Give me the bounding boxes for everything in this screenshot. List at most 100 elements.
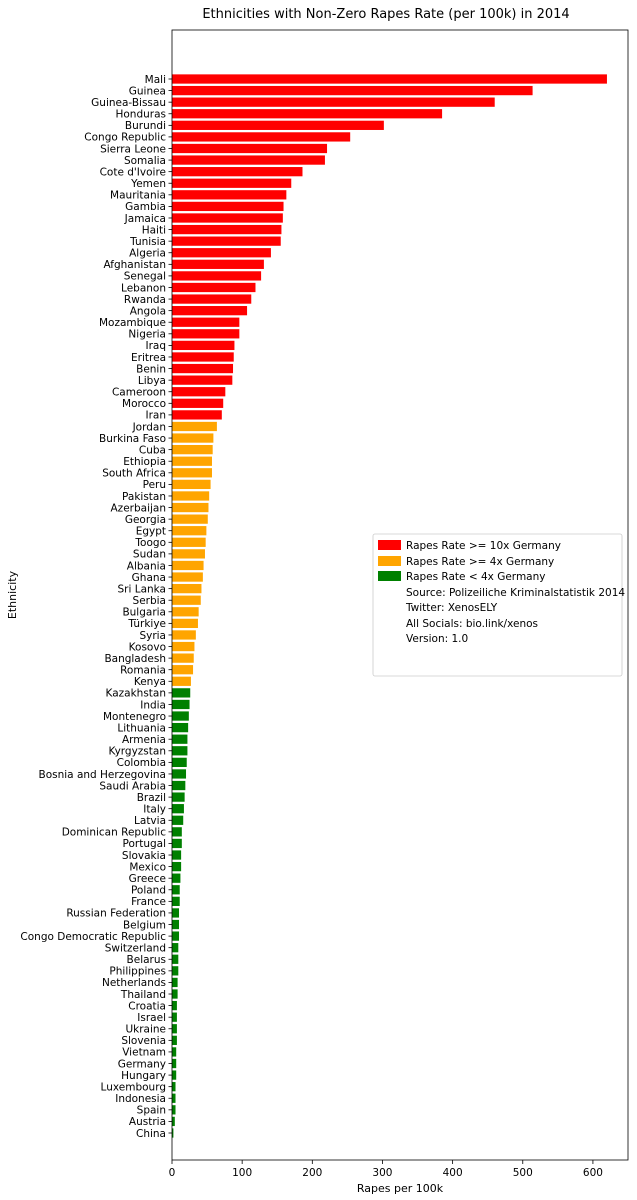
bar-burkina-faso — [172, 433, 214, 443]
category-label-sri-lanka: Sri Lanka — [117, 583, 166, 595]
bar-latvia — [172, 815, 184, 825]
category-label-congo-republic: Congo Republic — [84, 132, 166, 144]
category-label-mozambique: Mozambique — [99, 317, 166, 329]
bar-india — [172, 699, 190, 710]
bar-pakistan — [172, 491, 210, 501]
bar-croatia — [172, 1000, 177, 1011]
category-label-jamaica: Jamaica — [124, 213, 166, 225]
category-label-lebanon: Lebanon — [121, 282, 166, 294]
category-label-ethiopia: Ethiopia — [123, 456, 166, 468]
bar-kyrgyzstan — [172, 746, 188, 756]
bar-peru — [172, 479, 211, 490]
bar-lithuania — [172, 722, 189, 733]
chart-title: Ethnicities with Non-Zero Rapes Rate (pe… — [202, 7, 569, 22]
category-label-libya: Libya — [138, 375, 166, 387]
category-label-rwanda: Rwanda — [124, 294, 166, 306]
bar-mauritania — [172, 190, 287, 200]
category-label-spain: Spain — [137, 1105, 166, 1117]
bar-morocco — [172, 398, 224, 408]
legend-swatch-high — [378, 540, 401, 550]
bar-yemen — [172, 178, 292, 188]
bar-mexico — [172, 861, 182, 872]
bar-albania — [172, 560, 204, 571]
legend-note-twitter: Twitter: XenosELY — [405, 602, 498, 614]
legend: Rapes Rate >= 10x Germany Rapes Rate >= … — [372, 533, 625, 677]
category-label-colombia: Colombia — [117, 757, 166, 769]
category-label-israel: Israel — [137, 1012, 166, 1024]
bar-congo-republic — [172, 132, 351, 142]
category-label-cote-d-ivoire: Cote d'Ivoire — [100, 166, 166, 178]
category-label-bosnia-and-herzegovina: Bosnia and Herzegovina — [39, 769, 167, 781]
legend-label-high: Rapes Rate >= 10x Germany — [406, 540, 561, 552]
legend-swatch-mid — [378, 556, 401, 566]
category-label-burkina-faso: Burkina Faso — [99, 433, 166, 445]
category-label-switzerland: Switzerland — [105, 942, 166, 954]
category-label-nigeria: Nigeria — [128, 329, 166, 341]
category-label-afghanistan: Afghanistan — [103, 259, 166, 271]
bar-kosovo — [172, 641, 195, 652]
category-label-cuba: Cuba — [139, 444, 166, 456]
category-label-luxembourg: Luxembourg — [101, 1081, 166, 1093]
bar-brazil — [172, 792, 185, 802]
category-label-austria: Austria — [129, 1116, 166, 1128]
category-label-georgia: Georgia — [125, 514, 166, 526]
bar-mozambique — [172, 317, 240, 327]
bar-nigeria — [172, 329, 240, 339]
bar-switzerland — [172, 943, 179, 953]
category-label-haiti: Haiti — [142, 224, 166, 236]
category-label-kazakhstan: Kazakhstan — [106, 688, 167, 700]
bar-slovakia — [172, 850, 182, 860]
bar-thailand — [172, 989, 178, 999]
bar-netherlands — [172, 977, 178, 988]
category-label-somalia: Somalia — [124, 155, 166, 167]
category-label-philippines: Philippines — [109, 966, 166, 978]
bar-cote-d-ivoire — [172, 167, 303, 177]
category-label-ukraine: Ukraine — [125, 1024, 166, 1036]
category-label-mali: Mali — [145, 74, 166, 86]
category-label-eritrea: Eritrea — [131, 352, 166, 364]
category-label-algeria: Algeria — [129, 248, 166, 260]
category-label-bulgaria: Bulgaria — [122, 607, 166, 619]
bar-afghanistan — [172, 259, 264, 269]
legend-note-version: Version: 1.0 — [406, 633, 468, 645]
category-label-iran: Iran — [145, 410, 166, 422]
bar-tunisia — [172, 236, 281, 246]
bar-sierra-leone — [172, 143, 328, 154]
bar-mali — [172, 74, 607, 84]
category-label-kosovo: Kosovo — [129, 641, 166, 653]
category-label-belarus: Belarus — [127, 954, 166, 966]
bar-jordan — [172, 421, 217, 432]
category-label-vietnam: Vietnam — [122, 1047, 166, 1059]
category-label-syria: Syria — [139, 630, 166, 642]
category-label-south-africa: South Africa — [102, 468, 166, 480]
bar-israel — [172, 1012, 177, 1022]
bar-cuba — [172, 445, 213, 455]
category-label-egypt: Egypt — [136, 526, 166, 538]
bar-somalia — [172, 155, 325, 165]
category-label-burundi: Burundi — [125, 120, 166, 132]
category-label-romania: Romania — [120, 665, 166, 677]
category-label-albania: Albania — [127, 560, 166, 572]
category-label-mauritania: Mauritania — [110, 190, 166, 202]
category-label-angola: Angola — [130, 305, 166, 317]
bar-italy — [172, 804, 184, 814]
bar-austria — [172, 1116, 175, 1127]
category-label-latvia: Latvia — [134, 815, 166, 827]
bar-romania — [172, 665, 194, 675]
category-label-kyrgyzstan: Kyrgyzstan — [108, 746, 166, 758]
bar-syria — [172, 630, 196, 640]
category-label-slovenia: Slovenia — [121, 1035, 166, 1047]
bar-france — [172, 896, 180, 906]
category-label-peru: Peru — [143, 479, 166, 491]
bar-gambia — [172, 201, 284, 212]
category-label-poland: Poland — [131, 885, 166, 897]
category-label-pakistan: Pakistan — [122, 491, 166, 503]
bar-kazakhstan — [172, 688, 191, 698]
bar-toogo — [172, 537, 206, 547]
category-label-yemen: Yemen — [130, 178, 166, 190]
bar-t-rkiye — [172, 618, 198, 629]
category-label-hungary: Hungary — [121, 1070, 166, 1082]
bar-azerbaijan — [172, 502, 209, 513]
category-label-dominican-republic: Dominican Republic — [62, 827, 167, 839]
